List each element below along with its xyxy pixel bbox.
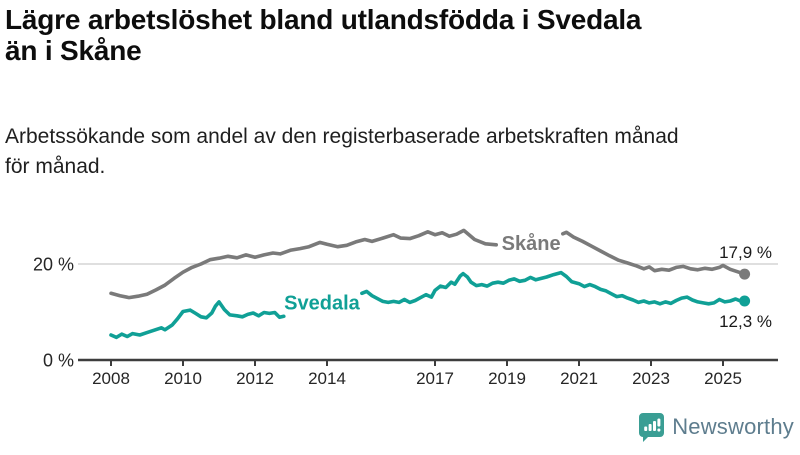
x-tick-label-2010: 2010 [164,369,202,388]
x-tick-label-2025: 2025 [704,369,742,388]
x-tick-label-2019: 2019 [488,369,526,388]
svedala-end-value-label: 12,3 % [719,312,772,331]
svedala-series-label: Svedala [284,292,360,314]
chart-subtitle: Arbetssökande som andel av den registerb… [5,122,793,182]
skane-line-segment-2 [560,230,747,276]
newsworthy-logo: Newsworthy [638,410,794,444]
y-axis-label-0: 0 % [43,351,74,371]
skane-series-label: Skåne [502,232,561,255]
x-tick-label-2017: 2017 [416,369,454,388]
x-tick-label-2021: 2021 [560,369,598,388]
skane-end-value-label: 17,9 % [719,243,772,262]
svedala-line-segment-2 [360,270,747,306]
chart-subtitle-line-2: för månad. [5,155,106,178]
newsworthy-brand-name: Newsworthy [672,414,794,439]
skane-end-dot [739,268,751,280]
skane-line-segment-1 [109,228,499,300]
svedala-line-segment-1 [109,300,286,340]
chart-subtitle-line-1: Arbetssökande som andel av den registerb… [5,125,679,148]
chart-title-line-1: Lägre arbetslöshet bland utlandsfödda i … [5,4,642,35]
y-axis-label-20: 20 % [33,255,74,275]
x-tick-label-2008: 2008 [92,369,130,388]
x-tick-label-2023: 2023 [632,369,670,388]
chart-title-line-2: än i Skåne [5,35,142,66]
newsworthy-bubble-chart-icon [639,413,665,442]
svedala-end-dot [739,295,751,307]
chart-title: Lägre arbetslöshet bland utlandsfödda i … [5,4,797,66]
x-tick-label-2014: 2014 [308,369,346,388]
x-tick-label-2012: 2012 [236,369,274,388]
